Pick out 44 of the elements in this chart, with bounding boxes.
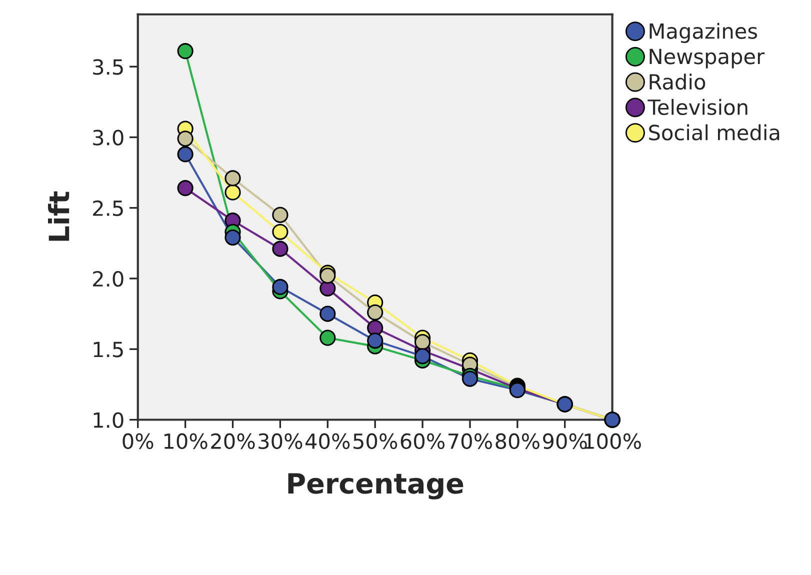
x-tick-label: 50% bbox=[354, 433, 398, 450]
point bbox=[367, 332, 384, 349]
point bbox=[462, 370, 478, 387]
point bbox=[414, 348, 431, 364]
point bbox=[224, 184, 241, 200]
x-tick-label: 30% bbox=[258, 433, 302, 450]
point bbox=[177, 180, 194, 196]
x-tick-label: 10% bbox=[164, 433, 208, 450]
x-axis-title: Percentage bbox=[288, 473, 464, 500]
point bbox=[414, 334, 431, 350]
point bbox=[320, 280, 336, 296]
point bbox=[320, 306, 336, 322]
y-tick-label: 3.0 bbox=[93, 130, 124, 146]
x-tick-label: 100% bbox=[584, 433, 641, 450]
y-tick-label: 1.5 bbox=[94, 342, 123, 358]
x-tick-label: 0% bbox=[122, 433, 154, 450]
x-tick-label: 70% bbox=[448, 433, 492, 450]
point bbox=[367, 304, 384, 320]
point bbox=[320, 268, 336, 284]
x-tick-label: 20% bbox=[211, 433, 255, 450]
point bbox=[272, 240, 288, 257]
legend-label: Social media bbox=[649, 124, 780, 140]
legend-label: Television bbox=[648, 98, 748, 116]
point bbox=[177, 130, 194, 147]
legend-label: Radio bbox=[650, 74, 706, 90]
point bbox=[177, 146, 194, 162]
point bbox=[272, 224, 288, 240]
legend-label: Magazines bbox=[650, 22, 758, 43]
x-tick-label: 80% bbox=[496, 433, 540, 450]
y-tick-label: 2.5 bbox=[93, 200, 123, 216]
y-tick-label: 3.5 bbox=[93, 59, 123, 75]
point bbox=[272, 278, 288, 296]
y-tick-label: 2.0 bbox=[93, 270, 124, 287]
point bbox=[272, 206, 288, 223]
x-tick-label: 40% bbox=[306, 433, 350, 450]
point bbox=[224, 229, 241, 246]
y-tick-label: 1.0 bbox=[94, 412, 124, 428]
legend-label: Newspaper bbox=[650, 48, 765, 68]
point bbox=[224, 170, 241, 186]
point bbox=[320, 330, 336, 346]
x-tick-label: 60% bbox=[400, 433, 445, 450]
y-axis-title: Lift bbox=[48, 191, 70, 241]
point bbox=[177, 43, 194, 60]
x-tick-label: 90% bbox=[543, 433, 587, 450]
